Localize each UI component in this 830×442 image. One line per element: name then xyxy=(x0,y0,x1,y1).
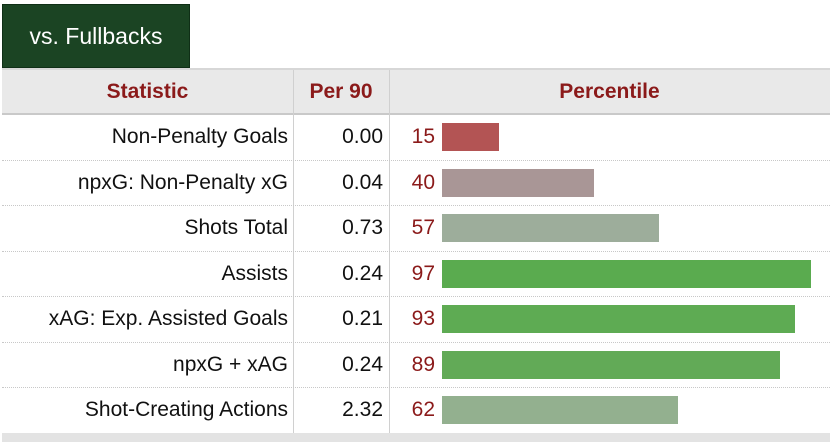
per90-value: 0.24 xyxy=(342,261,383,285)
header-per90[interactable]: Per 90 xyxy=(309,79,373,103)
table-row: xAG: Exp. Assisted Goals 0.21 93 xyxy=(2,297,830,343)
header-statistic[interactable]: Statistic xyxy=(106,79,189,103)
percentile-bar xyxy=(442,396,678,424)
per90-value: 0.24 xyxy=(342,352,383,376)
table-row: Non-Penalty Goals 0.00 15 xyxy=(2,115,830,161)
column-divider xyxy=(389,70,390,442)
percentile-value: 62 xyxy=(411,398,435,422)
table-header: Statistic Per 90 Percentile xyxy=(2,70,830,115)
percentile-bar xyxy=(442,350,781,379)
per90-value: 0.21 xyxy=(342,307,383,331)
table-body: Non-Penalty Goals 0.00 15 npxG: Non-Pena… xyxy=(2,115,830,434)
per90-value: 0.73 xyxy=(342,216,383,240)
table-row: Shots Total 0.73 57 xyxy=(2,206,830,252)
percentile-value: 57 xyxy=(411,216,435,240)
percentile-table: Statistic Per 90 Percentile Non-Penalty … xyxy=(2,68,830,442)
table-row: npxG + xAG 0.24 89 xyxy=(2,343,830,388)
per90-value: 0.04 xyxy=(342,170,383,194)
statistic-name: Non-Penalty Goals xyxy=(111,125,288,149)
percentile-bar xyxy=(442,123,499,151)
header-percentile[interactable]: Percentile xyxy=(559,79,660,103)
table-footer xyxy=(2,433,830,442)
percentile-value: 15 xyxy=(411,125,435,149)
table-row: Assists 0.24 97 xyxy=(2,252,830,297)
statistic-name: Assists xyxy=(221,261,288,285)
table-row: Shot-Creating Actions 2.32 62 xyxy=(2,388,830,434)
statistic-name: npxG: Non-Penalty xG xyxy=(77,170,288,194)
statistic-name: Shots Total xyxy=(184,216,288,240)
statistic-name: npxG + xAG xyxy=(173,352,288,376)
percentile-value: 97 xyxy=(411,261,435,285)
statistic-name: xAG: Exp. Assisted Goals xyxy=(48,307,288,331)
statistic-name: Shot-Creating Actions xyxy=(84,398,288,422)
per90-value: 0.00 xyxy=(342,125,383,149)
percentile-value: 89 xyxy=(411,352,435,376)
per90-value: 2.32 xyxy=(342,398,383,422)
tab-label: vs. Fullbacks xyxy=(29,22,163,49)
percentile-bar xyxy=(442,168,594,197)
percentile-bar xyxy=(442,214,659,242)
percentile-value: 40 xyxy=(411,170,435,194)
column-divider xyxy=(293,70,294,442)
percentile-bar xyxy=(442,259,811,288)
tab-vs-fullbacks[interactable]: vs. Fullbacks xyxy=(2,4,190,68)
percentile-value: 93 xyxy=(411,307,435,331)
percentile-bar xyxy=(442,305,796,333)
table-row: npxG: Non-Penalty xG 0.04 40 xyxy=(2,161,830,206)
